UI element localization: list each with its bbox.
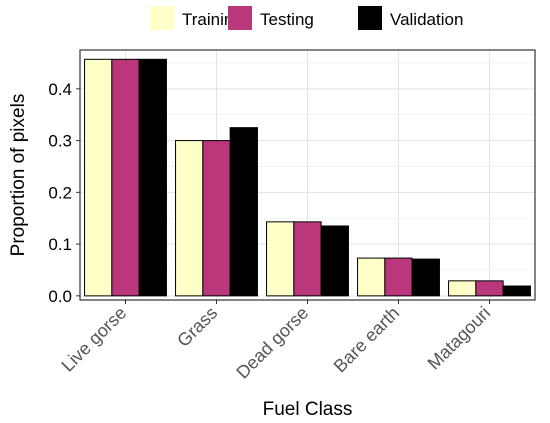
bar-training-live-gorse bbox=[84, 58, 113, 297]
bar-training-dead-gorse bbox=[266, 221, 295, 297]
y-tick-label: 0.0 bbox=[48, 287, 72, 306]
bar-testing-matagouri bbox=[475, 280, 504, 297]
x-tick-label: Grass bbox=[173, 303, 221, 351]
legend-label: Testing bbox=[260, 10, 314, 29]
bar-training-grass bbox=[175, 140, 204, 297]
y-axis-label: Proportion of pixels bbox=[8, 94, 29, 257]
x-tick-label: Dead gorse bbox=[232, 303, 312, 383]
x-axis: Live gorse Grass Dead gorse Bare earth Matag… bbox=[57, 300, 494, 383]
bar-testing-bare-earth bbox=[384, 257, 413, 297]
legend-swatch bbox=[358, 6, 382, 30]
legend-label: Validation bbox=[390, 10, 463, 29]
x-tick-label: Live gorse bbox=[57, 303, 130, 376]
bar-testing-dead-gorse bbox=[293, 221, 322, 297]
x-tick-label: Matagouri bbox=[424, 303, 495, 374]
bar-training-bare-earth bbox=[357, 257, 386, 297]
bar-training-matagouri bbox=[448, 280, 477, 297]
y-tick-label: 0.1 bbox=[48, 235, 72, 254]
legend-swatch bbox=[228, 6, 252, 30]
y-tick-label: 0.4 bbox=[48, 80, 72, 99]
legend: Training Testing Validation bbox=[150, 6, 463, 30]
y-axis: 0.0 0.1 0.2 0.3 0.4 bbox=[48, 80, 80, 306]
x-tick-label: Bare earth bbox=[330, 303, 404, 377]
bar-testing-live-gorse bbox=[111, 58, 140, 297]
legend-label: Training bbox=[182, 10, 243, 29]
y-tick-label: 0.2 bbox=[48, 183, 72, 202]
y-tick-label: 0.3 bbox=[48, 132, 72, 151]
bar-validation-bare-earth bbox=[411, 258, 440, 297]
bar-validation-matagouri bbox=[502, 285, 531, 297]
x-axis-label: Fuel Class bbox=[263, 399, 353, 420]
bar-validation-grass bbox=[229, 127, 258, 297]
bar-validation-live-gorse bbox=[138, 58, 167, 297]
legend-swatch bbox=[150, 6, 174, 30]
bar-testing-grass bbox=[202, 140, 231, 297]
bar-validation-dead-gorse bbox=[320, 225, 349, 297]
bars bbox=[84, 58, 531, 297]
